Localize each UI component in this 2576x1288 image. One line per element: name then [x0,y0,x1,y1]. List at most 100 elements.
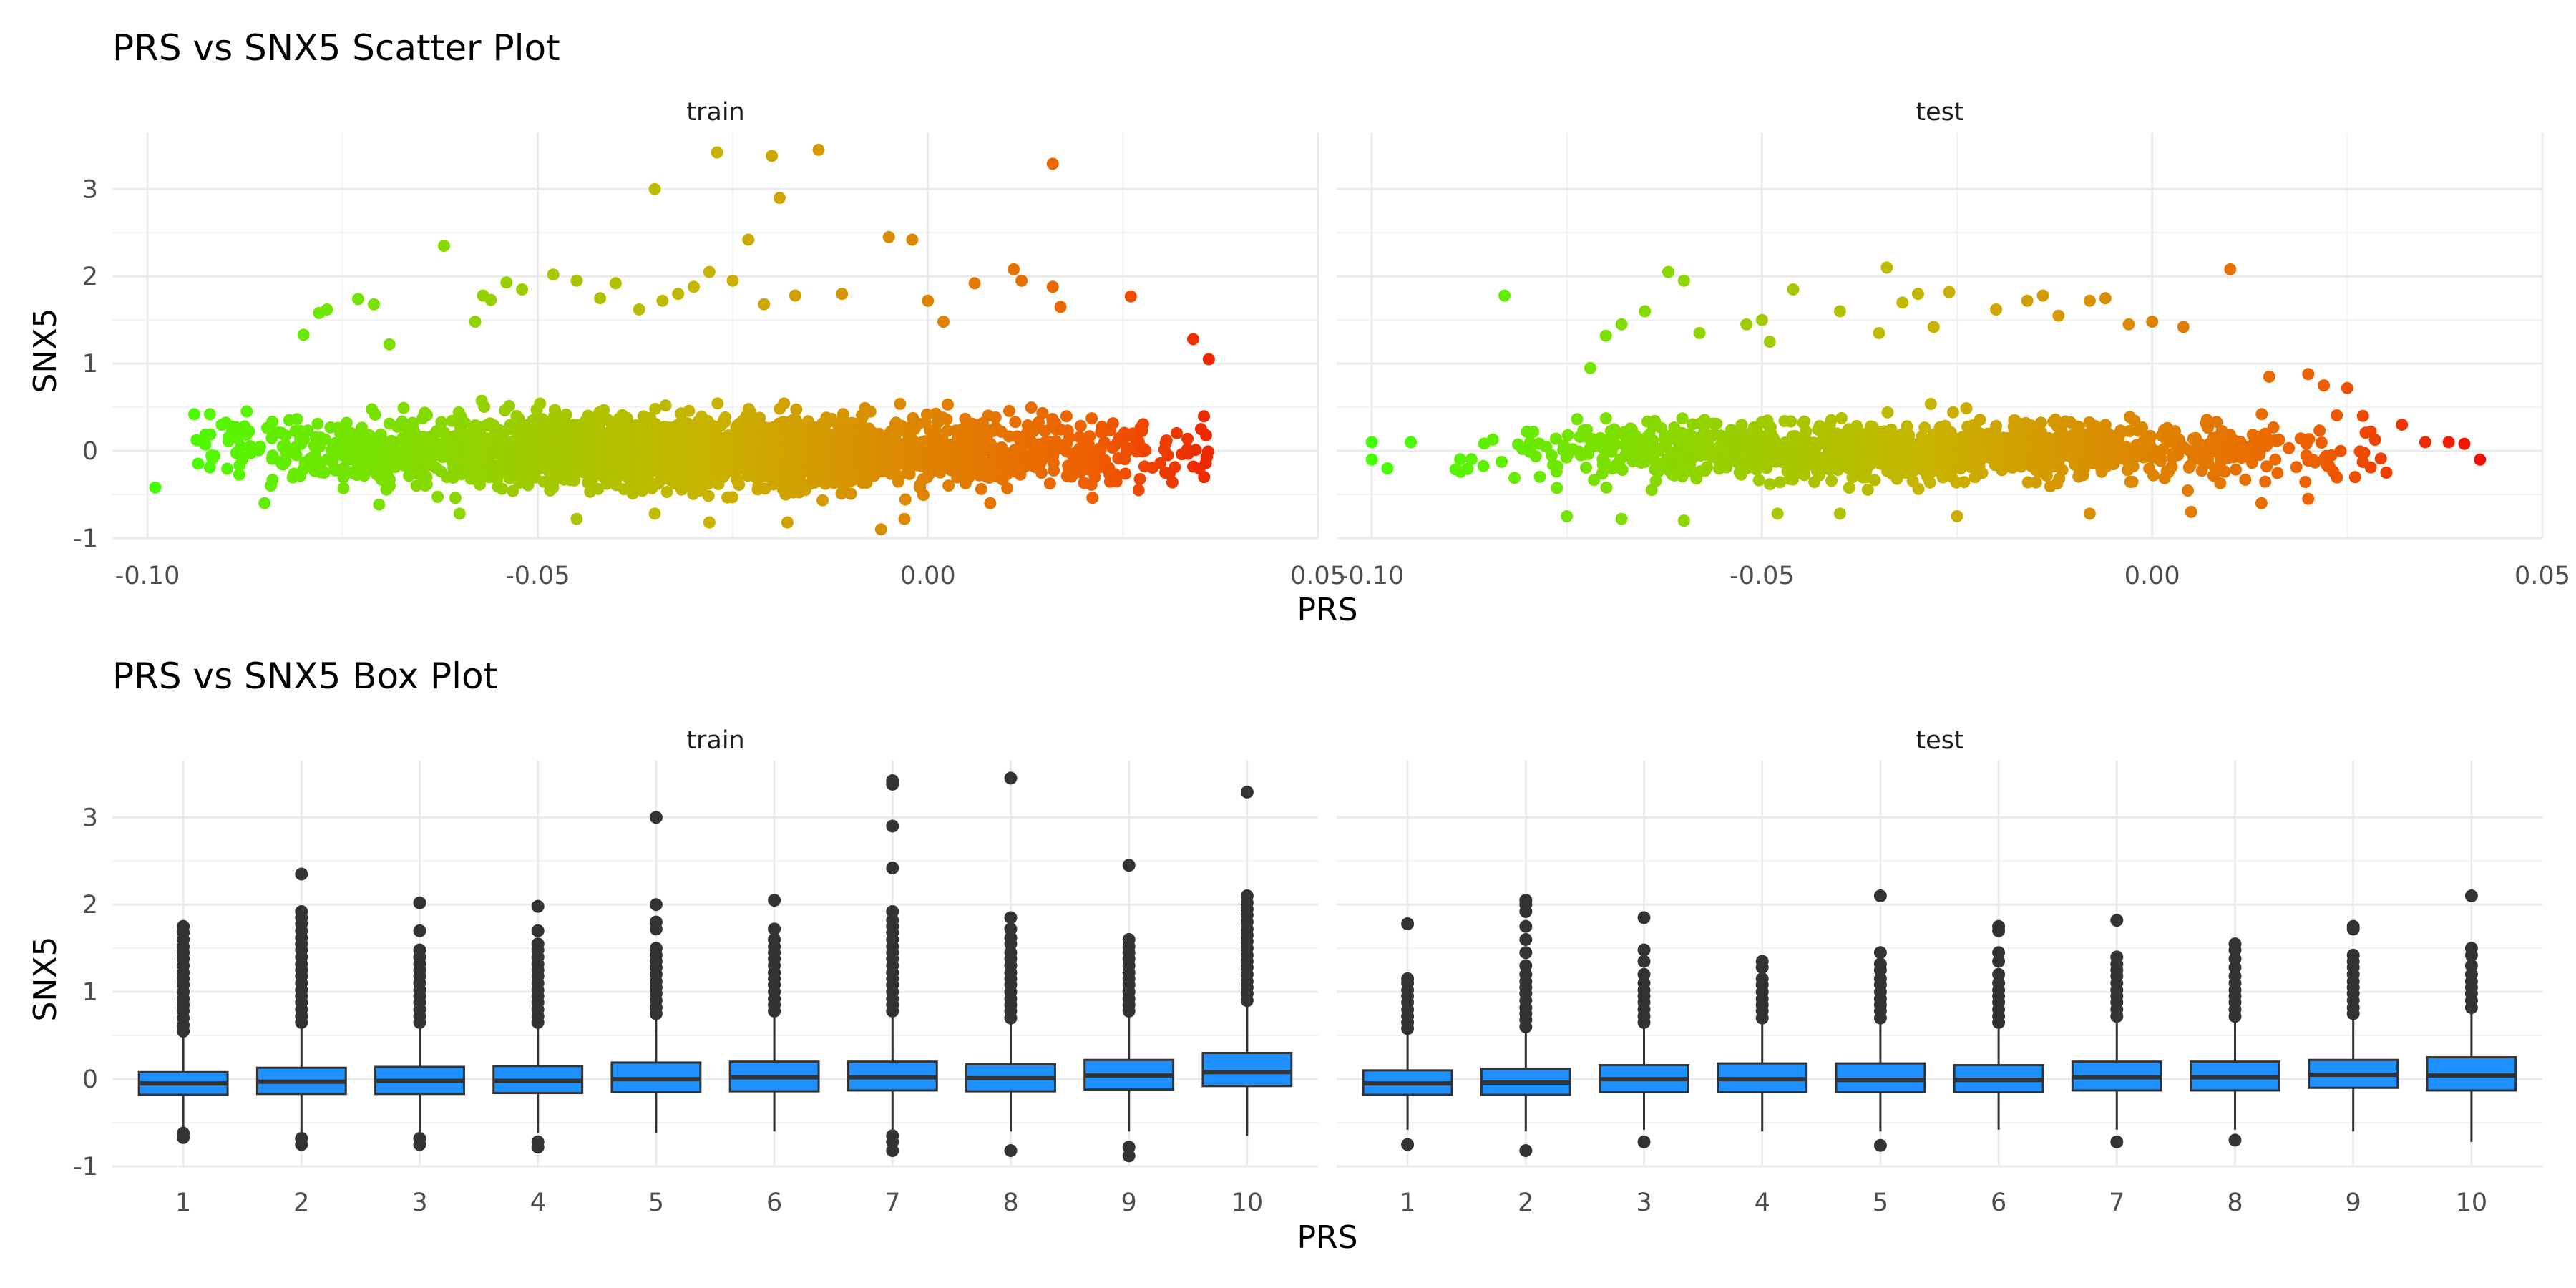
scatter-point [1198,471,1211,484]
box-grid-train [112,761,1318,1168]
scatter-point [311,417,324,430]
scatter-point [2313,424,2326,437]
scatter-point [733,479,746,492]
scatter-point [204,428,217,441]
box-outlier [2346,948,2360,962]
box-6 [1953,919,2044,1130]
scatter-point [2083,294,2096,307]
box-outlier [1004,911,1018,924]
scatter-point [2318,379,2331,392]
scatter-x-ticks-train: -0.10 -0.05 0.00 0.05 [115,562,1346,590]
box-outlier [295,1138,308,1151]
box-outlier [1873,957,1887,971]
scatter-point [438,240,450,252]
scatter-point [507,484,519,497]
scatter-point [1976,467,1989,479]
scatter-point [940,413,953,426]
x-tick-label: 3 [411,1189,427,1217]
scatter-point [1676,412,1689,425]
scatter-point [1132,484,1145,497]
scatter-point [1662,265,1674,278]
scatter-point [703,516,716,529]
scatter-point [922,294,935,307]
scatter-point [469,316,482,328]
scatter-point [1735,419,1748,431]
scatter-point [254,440,267,453]
box-7 [847,774,938,1158]
scatter-point [2356,409,2369,422]
scatter-point [2052,309,2065,322]
scatter-point [1571,413,1584,426]
box-y-ticks: -1 0 1 2 3 [73,804,98,1181]
box-strip-train: train [686,726,744,755]
box-outlier [886,861,899,874]
x-tick-label: 10 [2456,1189,2488,1217]
scatter-title: PRS vs SNX5 Scatter Plot [112,27,560,69]
scatter-point [2122,318,2135,331]
scatter-point [816,494,829,507]
y-tick-label: -1 [73,1153,98,1181]
scatter-y-axis-title: SNX5 [27,308,64,394]
scatter-point [1074,419,1087,432]
scatter-point [975,482,987,495]
scatter-panel-train [112,132,1319,540]
scatter-point [369,409,381,421]
boxes-test [1362,889,2517,1158]
scatter-point [2315,436,2328,449]
y-tick-label: 0 [82,437,98,466]
scatter-panel-test [1337,132,2544,540]
scatter-point [1124,290,1137,303]
scatter-point [649,402,662,415]
scatter-point [1710,417,1723,430]
box-outlier [1637,955,1651,968]
box-4 [1717,955,1808,1132]
scatter-section: PRS vs SNX5 Scatter Plot train test -1 0 1… [27,27,2570,628]
box-outlier [177,919,190,933]
scatter-point [2182,484,2194,497]
scatter-point [2273,434,2285,447]
x-tick-label: 4 [1755,1189,1770,1217]
scatter-point [2358,447,2371,459]
box-iqr [1835,1062,1926,1093]
box-panel-train [112,761,1318,1168]
scatter-point [221,462,234,475]
box-outlier [886,774,899,788]
scatter-points-test [1365,261,2487,527]
scatter-point [240,405,253,418]
scatter-point [1958,476,1971,489]
scatter-point [1943,286,1956,298]
scatter-point [337,482,350,494]
scatter-point [1951,510,1963,522]
x-tick-label: -0.05 [505,562,570,590]
scatter-point [2259,475,2272,488]
scatter-point [1508,472,1521,484]
y-tick-label: 3 [82,804,98,832]
scatter-point [2290,461,2303,474]
scatter-point [1119,467,1132,480]
box-outlier [1401,972,1415,985]
box-outlier [1637,1135,1651,1148]
scatter-point [1880,261,1893,274]
scatter-point [1198,410,1210,423]
box-outlier [1004,1144,1018,1158]
scatter-point [1486,433,1499,446]
box-outlier [531,924,545,937]
scatter-x-axis-title: PRS [1297,592,1357,628]
x-tick-label: 6 [766,1189,782,1217]
scatter-point [2267,421,2280,434]
box-outlier [1519,919,1533,933]
scatter-point [758,298,771,311]
x-tick-label: 7 [884,1189,900,1217]
scatter-point [431,490,444,503]
scatter-point [352,293,364,306]
scatter-point [2303,433,2316,446]
box-outlier [886,904,899,918]
scatter-point [2364,461,2377,474]
box-2 [1480,894,1571,1158]
scatter-point [453,507,466,520]
scatter-point [774,192,786,204]
box-outlier [1122,932,1136,946]
scatter-point [790,403,803,416]
box-outlier [295,867,308,881]
